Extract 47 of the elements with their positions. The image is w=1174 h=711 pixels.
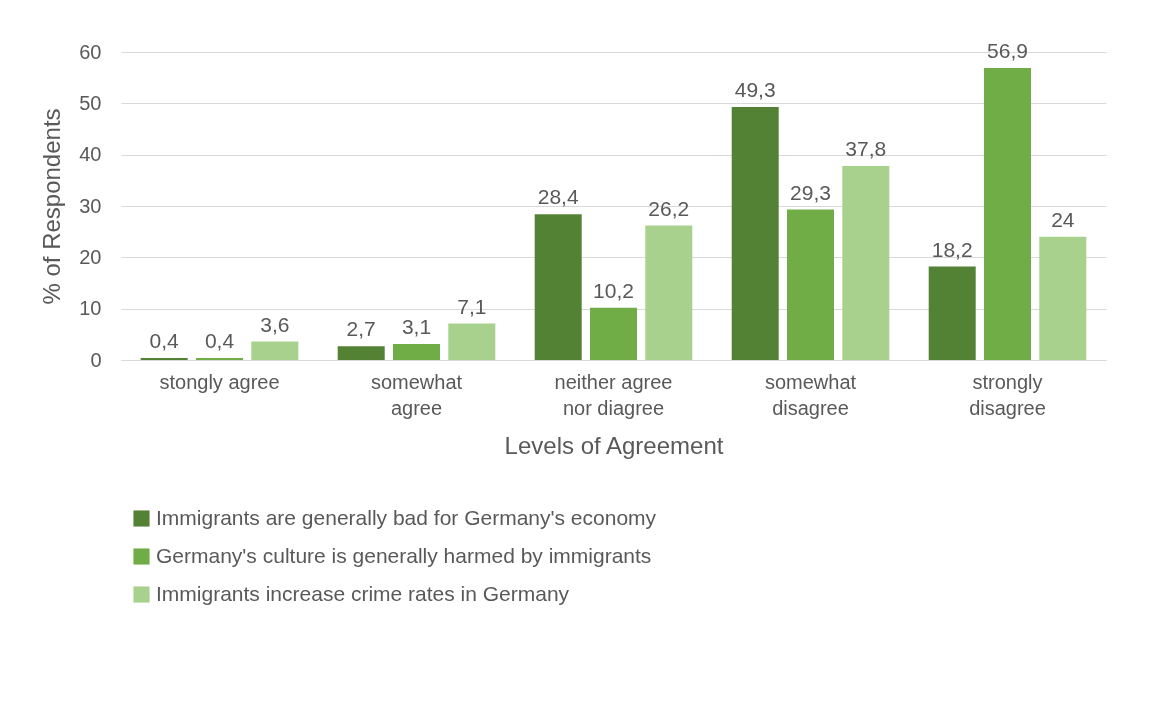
data-label: 29,3	[790, 180, 831, 204]
data-label: 2,7	[346, 317, 376, 341]
bar	[731, 106, 779, 360]
bar	[1039, 236, 1087, 360]
data-label: 56,9	[987, 38, 1028, 62]
y-tick-label: 50	[79, 91, 102, 114]
bar	[842, 165, 890, 360]
y-tick-label: 0	[90, 348, 102, 371]
legend-label: Germany's culture is generally harmed by immigrants	[156, 543, 652, 567]
legend-label: Immigrants are generally bad for Germany's economy	[156, 505, 657, 529]
bar	[590, 307, 637, 360]
x-tick-label: somewhat agree	[370, 370, 463, 419]
data-label: 0,4	[204, 328, 235, 352]
data-label: 7,1	[457, 294, 487, 318]
x-tick-label: strongly disagree	[969, 370, 1046, 419]
y-tick-label: 60	[79, 40, 102, 63]
bar	[196, 357, 243, 360]
y-tick-label: 40	[79, 143, 102, 166]
bar	[645, 225, 693, 360]
bar	[984, 67, 1031, 360]
x-tick-label: somewhat disagree	[764, 370, 857, 419]
x-tick-label: neither agree nor diagree	[554, 370, 673, 419]
y-tick-label: 30	[79, 194, 102, 217]
data-label: 49,3	[734, 77, 776, 101]
data-label: 28,4	[537, 185, 579, 209]
data-label: 18,2	[931, 237, 973, 261]
x-axis-title: Levels of Agreement	[504, 431, 724, 459]
y-axis-title: % of Respondents	[38, 108, 66, 305]
data-label: 0,4	[149, 328, 180, 352]
bar	[140, 357, 188, 360]
x-tick-label: stongly agree	[159, 370, 280, 393]
data-label: 3,6	[260, 312, 290, 336]
y-tick-label: 20	[79, 245, 102, 268]
y-tick-label: 10	[79, 297, 102, 320]
bar	[251, 341, 299, 360]
data-label: 3,1	[401, 315, 432, 339]
legend-label: Immigrants increase crime rates in Germany	[156, 581, 570, 605]
bar	[928, 266, 976, 360]
bar	[534, 214, 582, 360]
data-label: 37,8	[845, 136, 887, 160]
bar	[337, 346, 385, 360]
bar	[448, 323, 496, 360]
data-label: 10,2	[593, 278, 634, 302]
bar	[393, 344, 440, 360]
data-label: 26,2	[648, 196, 690, 220]
data-label: 24	[1051, 207, 1075, 231]
bar	[787, 209, 834, 360]
